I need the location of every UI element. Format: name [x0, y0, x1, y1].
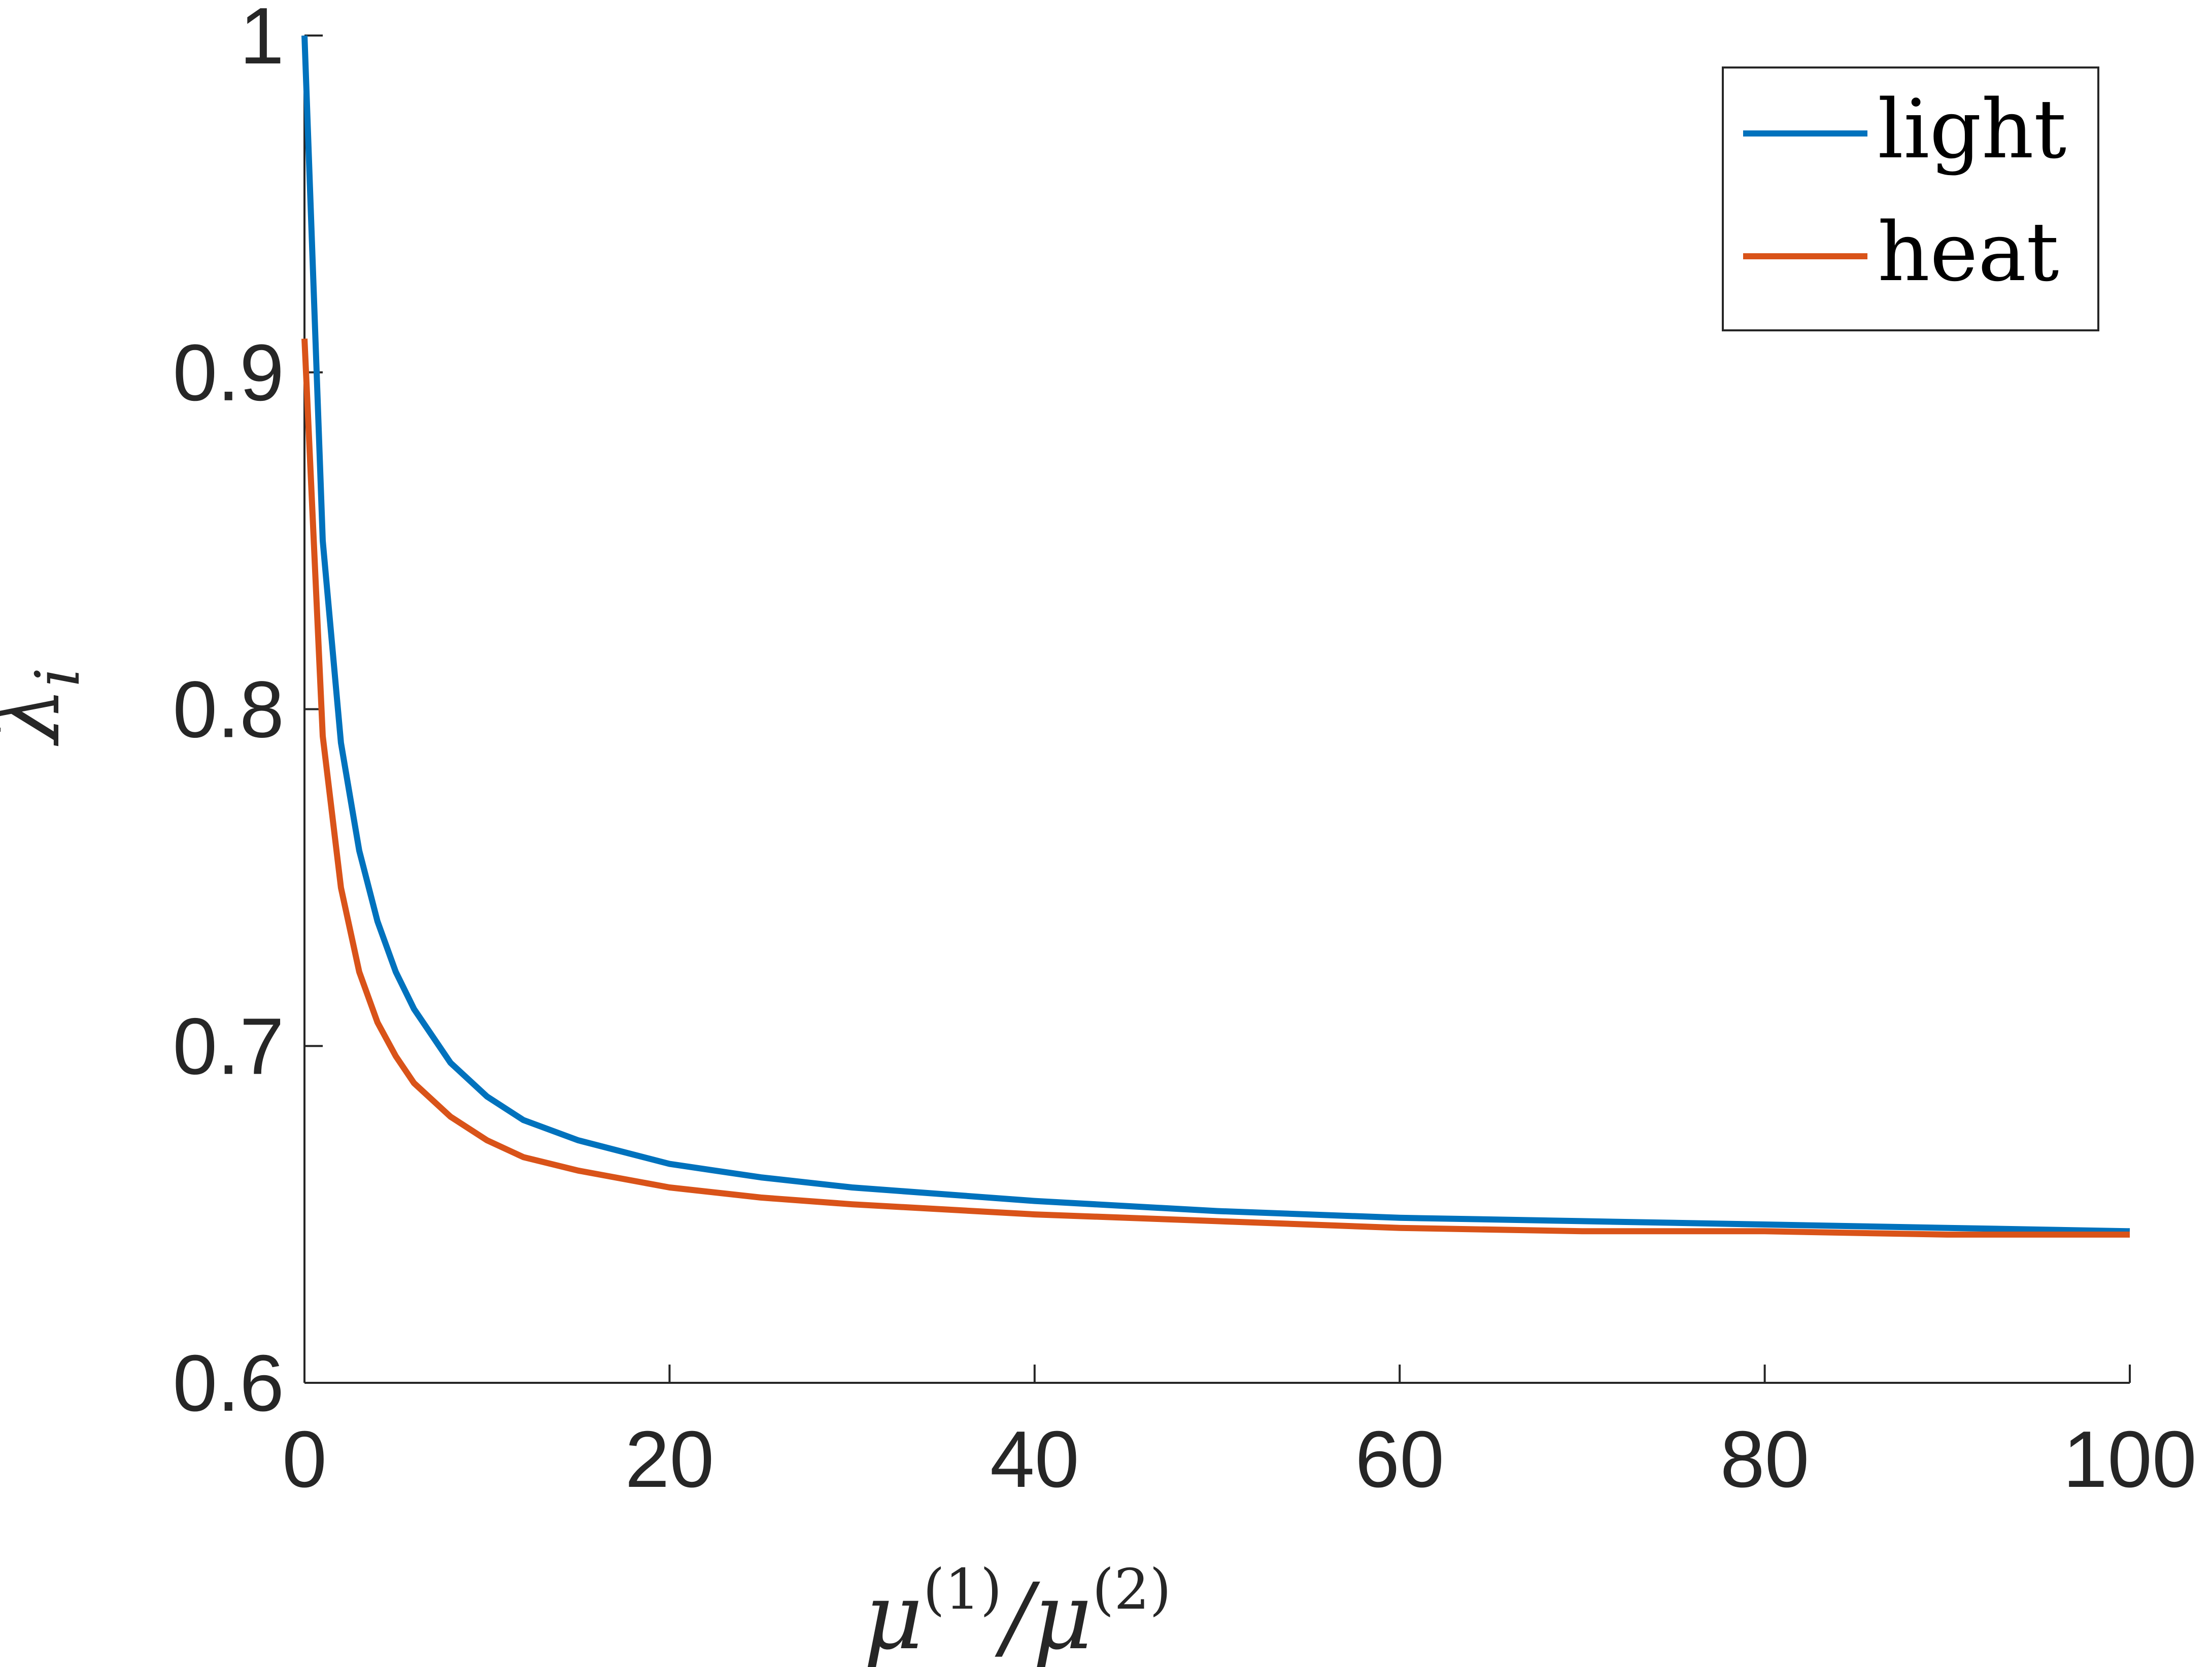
x-tick-label: 0 [282, 1415, 327, 1504]
series-line-heat [301, 338, 2130, 1238]
y-tick-label: 0.6 [173, 1339, 284, 1428]
y-ticks: 0.6 0.7 0.8 0.9 1 [173, 0, 323, 1428]
svg-text:μ(1)/μ(2): μ(1)/μ(2) [864, 1557, 1171, 1667]
x-tick-label: 100 [2063, 1415, 2197, 1504]
y-tick-label: 0.9 [173, 328, 284, 418]
legend-box [1722, 66, 2099, 331]
y-axis-title: λi [0, 667, 93, 746]
legend-label-heat: heat [1878, 205, 2059, 299]
x-axis-title: μ(1)/μ(2) [864, 1557, 1171, 1667]
series-line-light [301, 35, 2130, 1235]
y-tick-label: 0.7 [173, 1002, 284, 1091]
y-tick-label: 0.8 [173, 665, 284, 755]
x-tick-label: 40 [990, 1415, 1079, 1504]
x-ticks: 0 20 40 60 80 100 [282, 1365, 2197, 1504]
legend: light heat [1722, 66, 2099, 331]
legend-label-light: light [1878, 82, 2066, 177]
x-tick-label: 80 [1720, 1415, 1810, 1504]
svg-text:λi: λi [0, 667, 93, 746]
x-tick-label: 20 [625, 1415, 714, 1504]
x-tick-label: 60 [1355, 1415, 1444, 1504]
series-lines [301, 35, 2130, 1238]
y-tick-label: 1 [240, 0, 284, 81]
